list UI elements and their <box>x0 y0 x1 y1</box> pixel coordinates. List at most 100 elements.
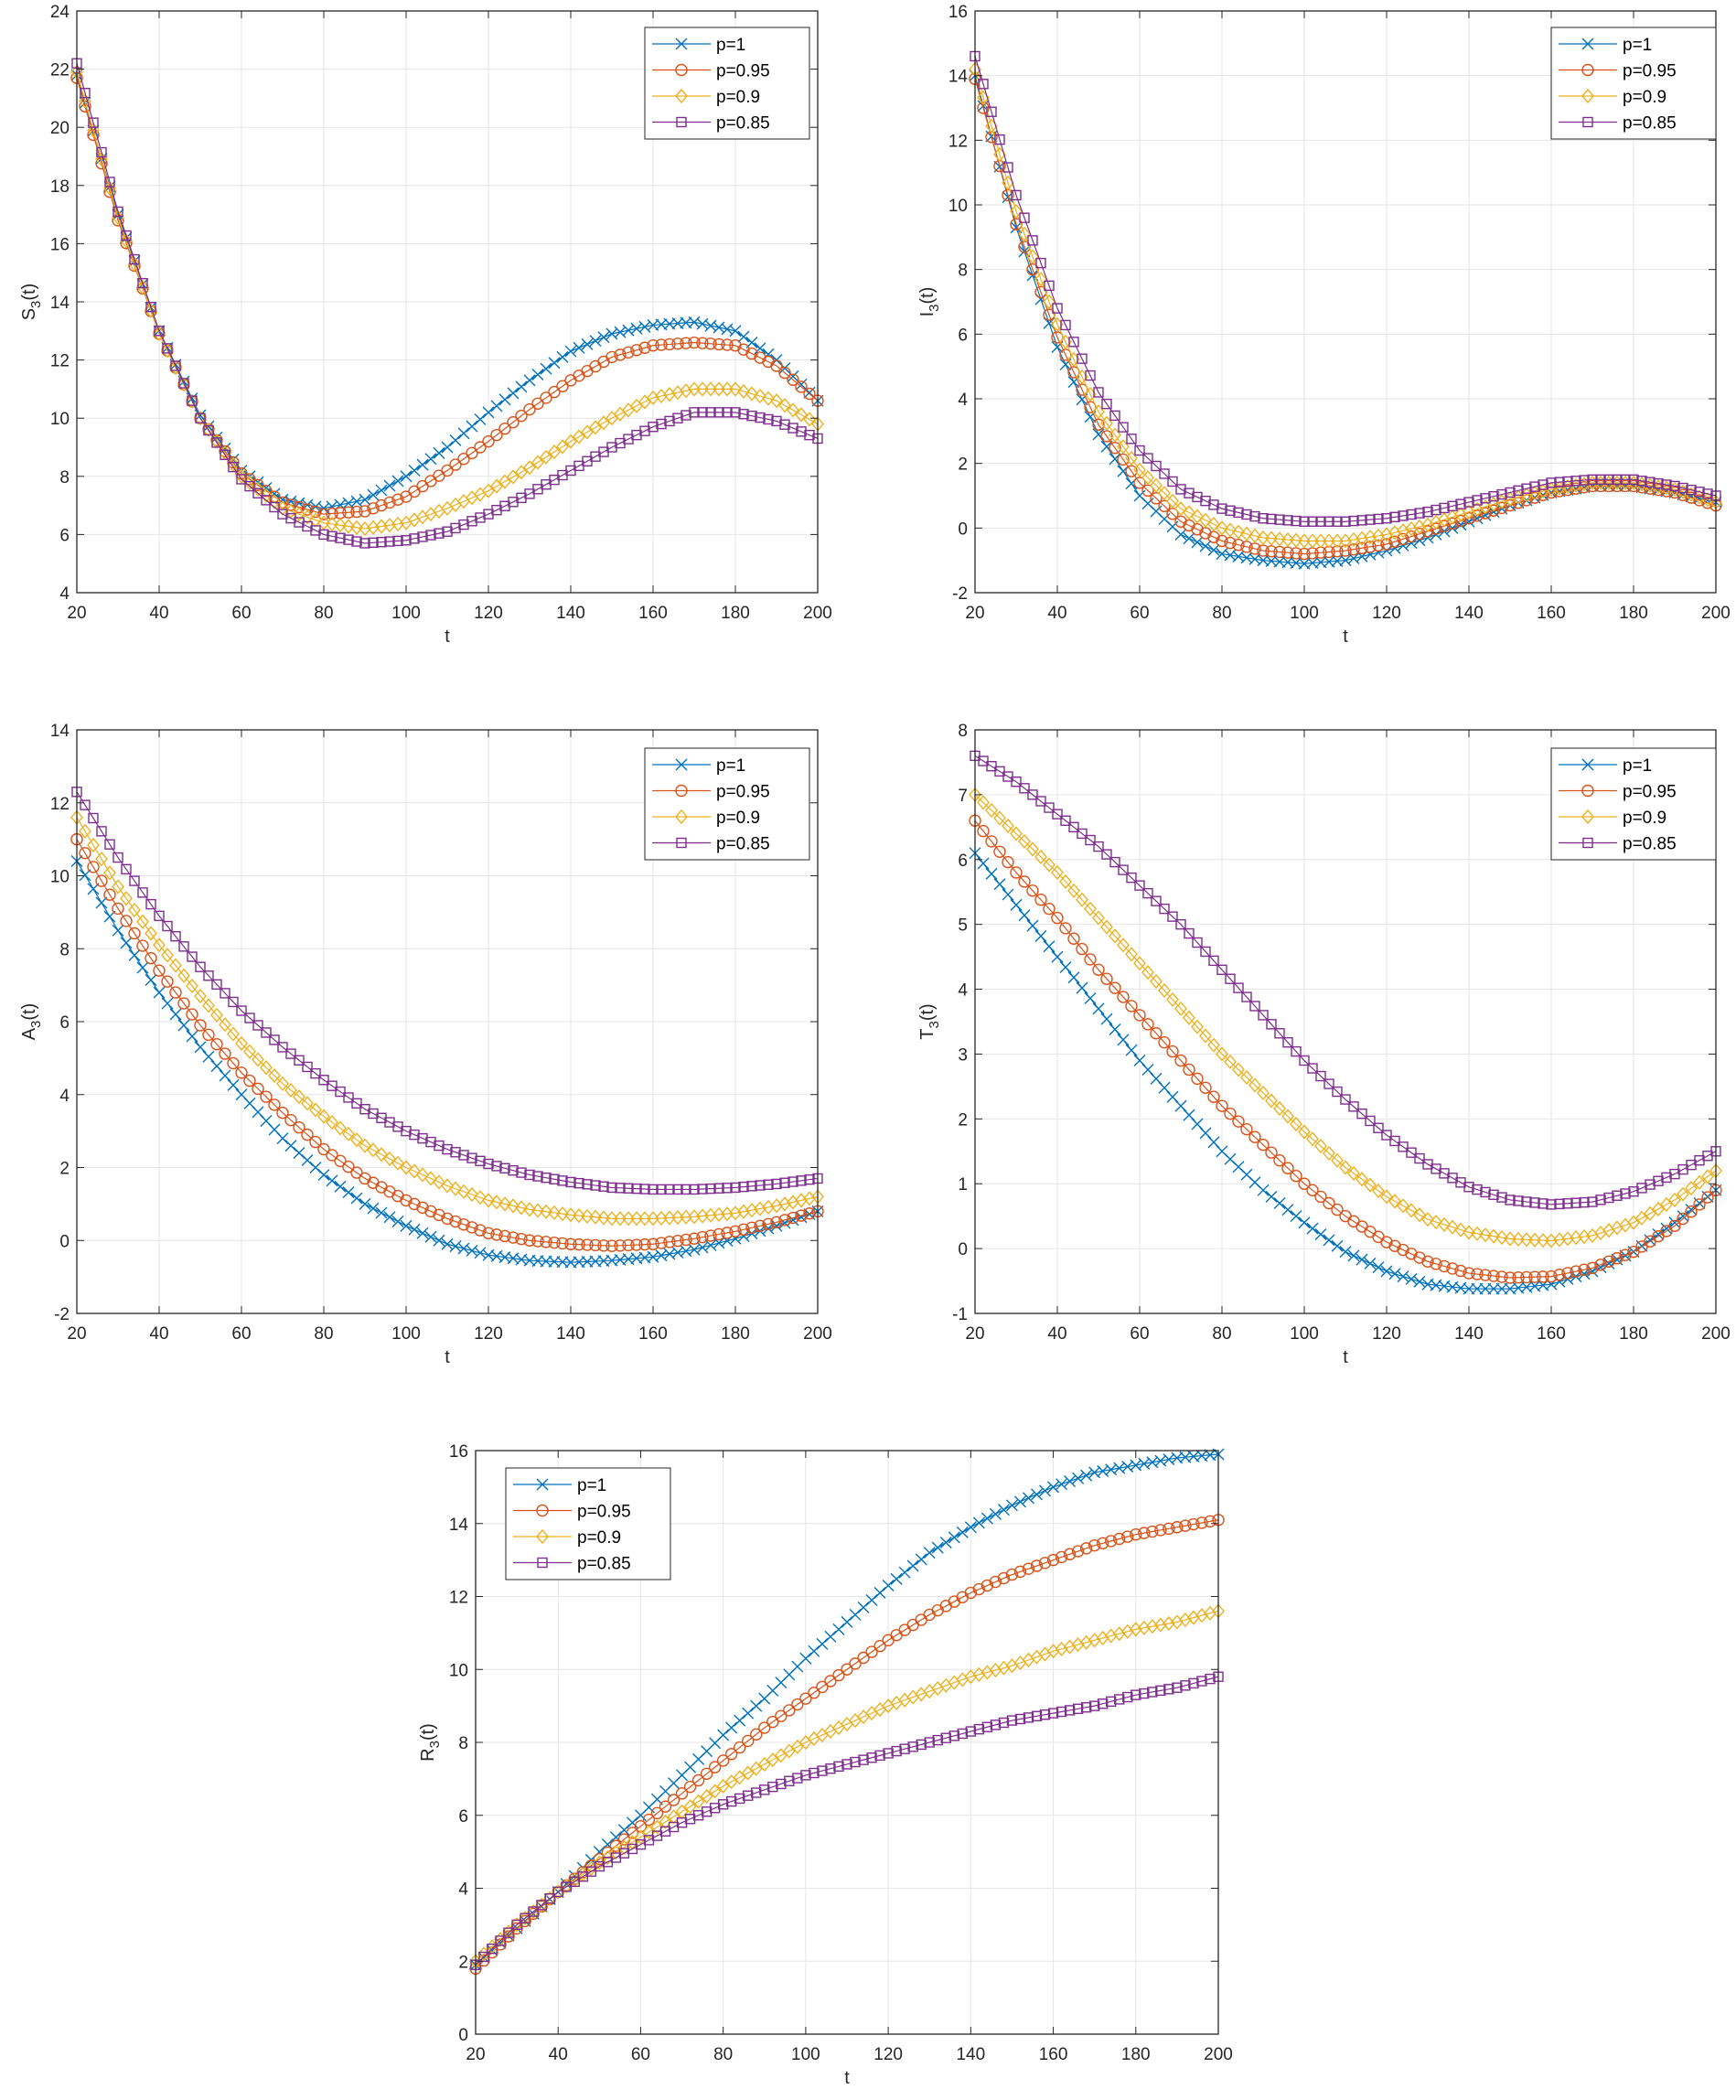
data-point <box>1240 526 1253 541</box>
data-point <box>597 415 610 431</box>
legend-label: p=0.85 <box>716 835 770 854</box>
data-point <box>252 1020 263 1031</box>
data-point <box>609 1831 622 1844</box>
data-point <box>342 506 355 519</box>
data-point <box>1126 872 1137 884</box>
data-point <box>227 1026 240 1042</box>
legend-entry: p=0.9 <box>652 88 760 107</box>
y-tick-label: -2 <box>952 584 968 604</box>
data-point <box>416 458 429 471</box>
data-point <box>614 1239 627 1252</box>
data-point <box>771 415 782 427</box>
data-point <box>564 1238 577 1250</box>
data-point <box>1159 903 1170 915</box>
data-point <box>186 1008 198 1021</box>
data-point <box>742 1734 755 1748</box>
legend-box <box>644 27 810 140</box>
data-point <box>466 420 478 433</box>
y-tick-label: 2 <box>958 1110 968 1130</box>
data-point <box>1603 474 1614 486</box>
data-point <box>1480 1186 1491 1198</box>
data-point <box>1266 1019 1277 1030</box>
data-point <box>716 1754 730 1767</box>
data-point <box>383 479 396 492</box>
data-point <box>482 1227 495 1239</box>
data-point <box>1060 815 1071 826</box>
legend-entry: p=0.95 <box>1559 62 1677 81</box>
legend-entry: p=0.95 <box>652 783 770 802</box>
series-R3-0 <box>469 1448 1225 1971</box>
data-point <box>787 1211 799 1225</box>
data-point <box>630 1238 643 1251</box>
data-point <box>1216 964 1227 975</box>
data-point <box>261 1027 272 1038</box>
legend-box <box>1550 27 1717 140</box>
data-point <box>1117 439 1130 455</box>
data-point <box>359 505 371 518</box>
data-point <box>1290 532 1302 548</box>
data-point <box>523 460 536 476</box>
legend-entry: p=0.95 <box>1559 783 1677 802</box>
data-point <box>351 1098 362 1109</box>
data-point <box>195 412 206 423</box>
data-point <box>648 1184 659 1195</box>
x-tick-label: 160 <box>638 1324 668 1344</box>
data-point <box>1166 1045 1179 1058</box>
data-point <box>1063 1639 1077 1655</box>
data-point <box>475 512 486 523</box>
data-point <box>169 958 182 973</box>
data-point <box>243 1044 256 1059</box>
y-tick-label: 8 <box>958 722 968 741</box>
data-point <box>741 1765 755 1781</box>
data-point <box>1207 543 1220 556</box>
data-point <box>1265 530 1278 546</box>
data-point <box>696 381 709 397</box>
data-point <box>1233 982 1244 993</box>
data-point <box>1380 1189 1393 1205</box>
legend-label: p=0.95 <box>1623 783 1677 802</box>
data-point <box>825 1763 836 1774</box>
data-point <box>1528 1232 1541 1248</box>
data-point <box>1365 514 1376 525</box>
data-point <box>906 1559 919 1572</box>
data-point <box>1010 221 1023 234</box>
data-point <box>663 338 676 351</box>
data-point <box>757 1756 771 1773</box>
data-point <box>228 996 239 1008</box>
y-tick-label: 18 <box>50 177 70 197</box>
chart-T3: 20 40 60 80 100 120 140 160 180 200-1012345678tT3… <box>917 722 1731 1367</box>
data-point <box>1701 1191 1714 1204</box>
data-point <box>1224 522 1237 538</box>
data-point <box>824 1630 837 1643</box>
x-tick-label: 180 <box>721 1324 750 1344</box>
data-point <box>709 1803 721 1814</box>
data-point <box>737 1229 750 1242</box>
data-point <box>1306 1184 1319 1197</box>
data-point <box>755 412 766 423</box>
data-point <box>1207 1037 1220 1053</box>
x-axis-label: t <box>1343 627 1348 647</box>
legend-marker <box>536 1504 549 1517</box>
data-point <box>1174 501 1187 517</box>
data-point <box>1146 1525 1159 1538</box>
data-point <box>858 1754 869 1765</box>
data-point <box>302 1061 313 1073</box>
data-point <box>1010 866 1023 879</box>
data-point <box>1339 544 1352 557</box>
data-point <box>1307 1063 1318 1074</box>
data-point <box>195 961 206 972</box>
data-point <box>1306 1131 1319 1147</box>
data-point <box>993 878 1006 891</box>
data-point <box>1248 1077 1261 1093</box>
data-point <box>1685 491 1698 504</box>
x-tick-label: 180 <box>1121 2045 1151 2064</box>
data-point <box>782 1743 796 1759</box>
data-point <box>1150 973 1163 990</box>
data-point <box>1332 516 1343 527</box>
data-point <box>112 924 124 937</box>
chart-R3: 20 40 60 80 100 120 140 160 180 200 0 2 4 6 8 10 12 14 16 t… <box>418 1442 1233 2088</box>
data-point <box>350 1132 363 1148</box>
data-point <box>1298 547 1311 561</box>
data-point <box>1216 534 1228 548</box>
data-point <box>1380 1236 1393 1248</box>
